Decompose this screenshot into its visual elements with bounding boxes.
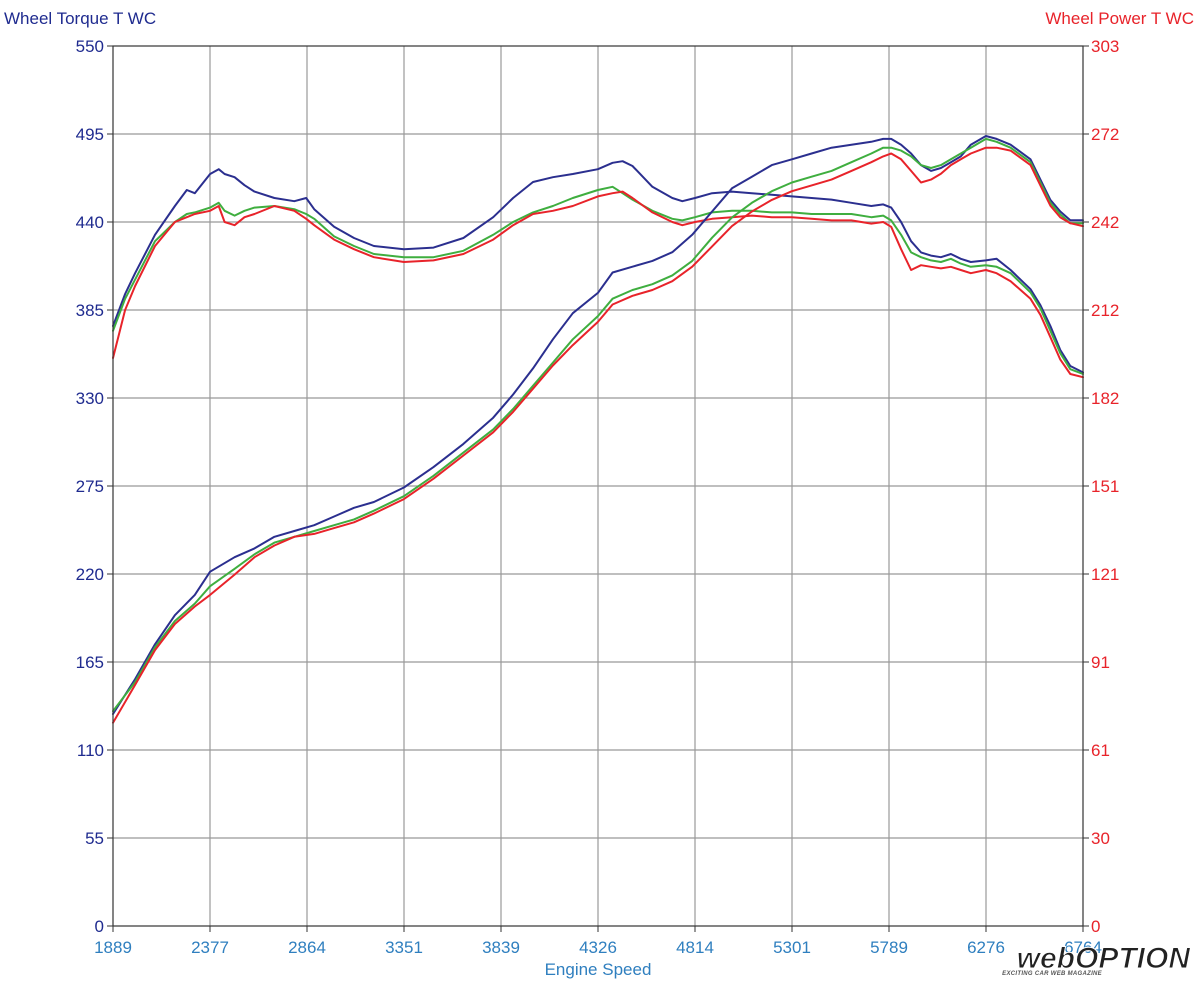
x-axis-ticks: 1889 2377 2864 3351 3839 4326 4814 5301 5789 6276… (94, 926, 1102, 957)
right-tick-label: 91 (1091, 653, 1110, 672)
left-tick-label: 495 (76, 125, 104, 144)
series-line-power_red (112, 146, 1084, 724)
right-axis-ticks: 0 30 61 91 121 151 182 212 242 272 303 (1083, 37, 1119, 936)
right-tick-label: 61 (1091, 741, 1110, 760)
x-tick-label: 2864 (288, 938, 326, 957)
series-line-torque_red (112, 190, 1084, 379)
x-tick-label: 4814 (676, 938, 714, 957)
right-tick-label: 212 (1091, 301, 1119, 320)
x-tick-label: 3351 (385, 938, 423, 957)
left-tick-label: 550 (76, 37, 104, 56)
left-tick-label: 55 (85, 829, 104, 848)
right-tick-label: 303 (1091, 37, 1119, 56)
x-tick-label: 5301 (773, 938, 811, 957)
series-layer (112, 135, 1084, 724)
grid (113, 46, 1083, 926)
series-line-power_blue (112, 135, 1084, 715)
x-axis-title: Engine Speed (545, 960, 652, 979)
right-axis-title: Wheel Power T WC (1045, 9, 1194, 28)
left-tick-label: 440 (76, 213, 104, 232)
right-tick-label: 272 (1091, 125, 1119, 144)
watermark-text: webOPTION (1017, 942, 1192, 975)
series-line-torque_blue (112, 160, 1084, 374)
x-tick-label: 5789 (870, 938, 908, 957)
left-tick-label: 220 (76, 565, 104, 584)
left-tick-label: 110 (77, 741, 104, 760)
x-tick-label: 3839 (482, 938, 520, 957)
left-tick-label: 275 (76, 477, 104, 496)
left-axis-ticks: 0 55 110 165 220 275 330 385 440 495 550 (76, 37, 113, 936)
left-axis-title: Wheel Torque T WC (4, 9, 156, 28)
right-tick-label: 182 (1091, 389, 1119, 408)
right-tick-label: 242 (1091, 213, 1119, 232)
left-tick-label: 385 (76, 301, 104, 320)
right-tick-label: 30 (1091, 829, 1110, 848)
x-tick-label: 6276 (967, 938, 1005, 957)
watermark-logo: webOPTION EXCITING CAR WEB MAGAZINE (1002, 942, 1192, 978)
x-tick-label: 2377 (191, 938, 229, 957)
x-tick-label: 1889 (94, 938, 132, 957)
right-tick-label: 151 (1091, 477, 1119, 496)
right-tick-label: 121 (1091, 565, 1119, 584)
watermark-subtext: EXCITING CAR WEB MAGAZINE (1002, 971, 1103, 977)
right-tick-label: 0 (1091, 917, 1100, 936)
x-tick-label: 6764 (1064, 938, 1102, 957)
x-tick-label: 4326 (579, 938, 617, 957)
left-tick-label: 0 (95, 917, 104, 936)
left-tick-label: 330 (76, 389, 104, 408)
left-tick-label: 165 (76, 653, 104, 672)
